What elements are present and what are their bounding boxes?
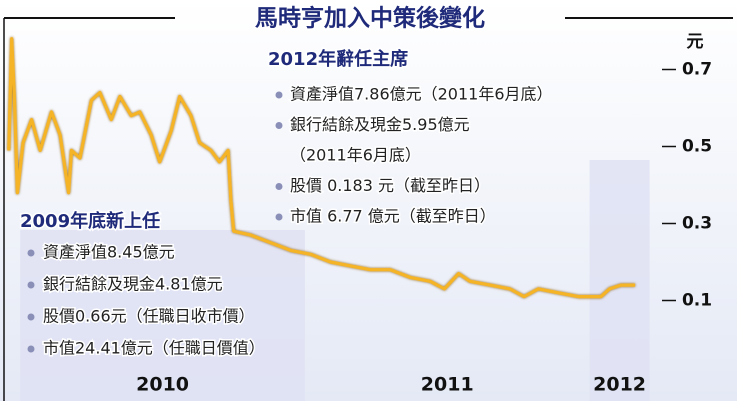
annotation-item: （2011年6月底） bbox=[290, 146, 421, 165]
x-tick-label: 2011 bbox=[421, 374, 474, 396]
chart-title: 馬時亨加入中策後變化 bbox=[255, 5, 485, 32]
annotation-heading: 2009年底新上任 bbox=[20, 210, 160, 232]
annotation-item: 銀行結餘及現金5.95億元 bbox=[290, 115, 470, 134]
annotation-item: 股價 0.183 元（截至昨日） bbox=[290, 176, 490, 195]
bullet bbox=[275, 183, 283, 190]
year-band bbox=[20, 230, 305, 401]
y-tick-label: 0.7 bbox=[682, 60, 712, 80]
annotation-heading: 2012年辭任主席 bbox=[268, 48, 408, 70]
annotation-item: 資產淨值8.45億元 bbox=[43, 243, 175, 262]
bullet bbox=[27, 345, 35, 353]
year-band bbox=[589, 160, 650, 401]
annotation-item: 資產淨值7.86億元（2011年6月底） bbox=[290, 85, 553, 104]
y-tick-label: 0.1 bbox=[682, 291, 712, 311]
x-tick-label: 2010 bbox=[136, 374, 189, 396]
x-tick-label: 2012 bbox=[593, 374, 646, 396]
annotation-item: 市值24.41億元（任職日價值） bbox=[43, 339, 265, 358]
bullet bbox=[27, 313, 35, 321]
bullet bbox=[275, 91, 283, 99]
y-unit: 元 bbox=[687, 32, 704, 52]
annotation-item: 市值 6.77 億元（截至昨日） bbox=[290, 207, 496, 226]
bullet bbox=[275, 122, 283, 129]
y-tick-label: 0.3 bbox=[682, 214, 712, 234]
annotation-item: 股價0.66元（任職日收市價） bbox=[43, 307, 255, 326]
bullet bbox=[27, 249, 35, 257]
bullet bbox=[275, 213, 283, 221]
price-line bbox=[7, 37, 636, 299]
y-tick-label: 0.5 bbox=[682, 137, 712, 157]
annotation-item: 銀行結餘及現金4.81億元 bbox=[43, 275, 223, 294]
bullet bbox=[27, 281, 35, 289]
